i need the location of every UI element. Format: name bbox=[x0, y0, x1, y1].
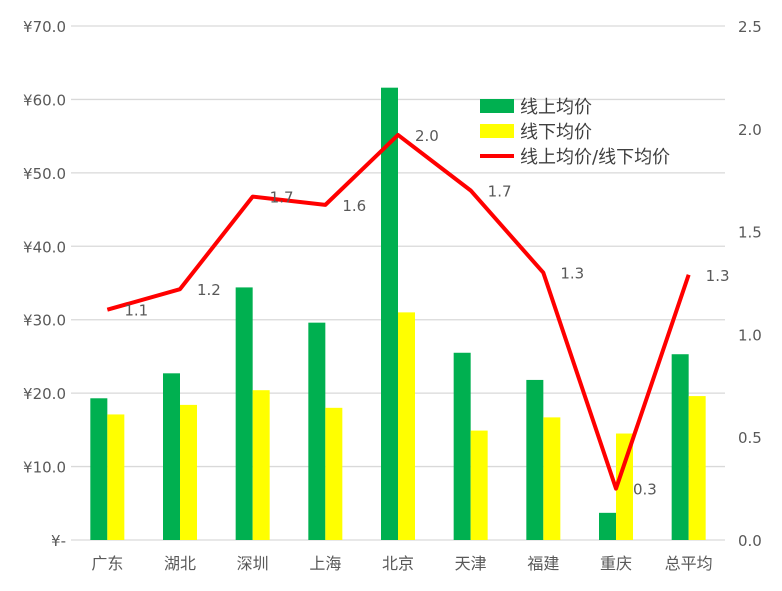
left-axis-tick-label: ¥30.0 bbox=[23, 312, 66, 330]
category-label: 总平均 bbox=[665, 554, 713, 573]
data-label: 1.6 bbox=[342, 197, 366, 215]
data-label: 1.7 bbox=[488, 182, 512, 200]
left-axis-tick-label: ¥70.0 bbox=[23, 18, 66, 36]
right-axis-tick-label: 2.0 bbox=[738, 121, 762, 139]
right-axis-tick-label: 0.5 bbox=[738, 429, 762, 447]
category-label: 福建 bbox=[527, 554, 559, 573]
legend-label: 线上均价/线下均价 bbox=[520, 147, 670, 168]
data-label: 1.2 bbox=[197, 281, 221, 299]
legend-label: 线上均价 bbox=[520, 97, 592, 118]
bar-online bbox=[453, 352, 471, 540]
data-label: 1.7 bbox=[270, 189, 294, 207]
bar-offline bbox=[107, 414, 125, 540]
bar-online bbox=[308, 322, 326, 540]
bar-online bbox=[163, 373, 180, 540]
data-label: 2.0 bbox=[415, 127, 439, 145]
bar-offline bbox=[688, 396, 706, 540]
data-label: 1.3 bbox=[706, 267, 730, 285]
legend-label: 线下均价 bbox=[520, 122, 592, 143]
left-axis-tick-label: ¥- bbox=[51, 532, 66, 550]
right-axis-tick-label: 0.0 bbox=[738, 532, 762, 550]
left-axis-tick-label: ¥60.0 bbox=[23, 91, 66, 109]
bar-offline bbox=[616, 433, 633, 540]
category-label: 深圳 bbox=[237, 554, 269, 573]
data-label: 1.1 bbox=[124, 302, 148, 320]
bar-online bbox=[90, 398, 108, 540]
bar-offline bbox=[180, 404, 197, 540]
category-label: 广东 bbox=[91, 554, 123, 573]
left-axis-tick-label: ¥40.0 bbox=[23, 238, 66, 256]
category-label: 重庆 bbox=[600, 554, 632, 573]
ratio-line bbox=[106, 132, 691, 491]
category-label: 北京 bbox=[382, 554, 414, 573]
right-axis-tick-label: 1.0 bbox=[738, 326, 762, 344]
bar-offline bbox=[543, 417, 561, 540]
bar-online bbox=[526, 379, 544, 540]
category-label: 湖北 bbox=[164, 554, 196, 573]
bar-online bbox=[671, 354, 689, 540]
bar-online bbox=[599, 512, 616, 540]
left-axis-tick-label: ¥10.0 bbox=[23, 459, 66, 477]
category-label: 天津 bbox=[455, 554, 487, 573]
legend-swatch-online bbox=[480, 99, 514, 113]
legend-swatch-offline bbox=[480, 124, 514, 138]
left-axis-tick-label: ¥50.0 bbox=[23, 165, 66, 183]
right-axis-tick-label: 2.5 bbox=[738, 18, 762, 36]
bar-online bbox=[381, 87, 398, 541]
left-axis-tick-label: ¥20.0 bbox=[23, 385, 66, 403]
bar-offline bbox=[470, 430, 488, 540]
bar-online bbox=[235, 287, 253, 540]
category-label: 上海 bbox=[309, 554, 341, 573]
right-axis-tick-label: 1.5 bbox=[738, 224, 762, 242]
bar-offline bbox=[325, 407, 343, 540]
data-label: 1.3 bbox=[560, 265, 584, 283]
bar-offline bbox=[252, 390, 270, 540]
data-label: 0.3 bbox=[633, 481, 657, 499]
bar-offline bbox=[398, 312, 415, 540]
